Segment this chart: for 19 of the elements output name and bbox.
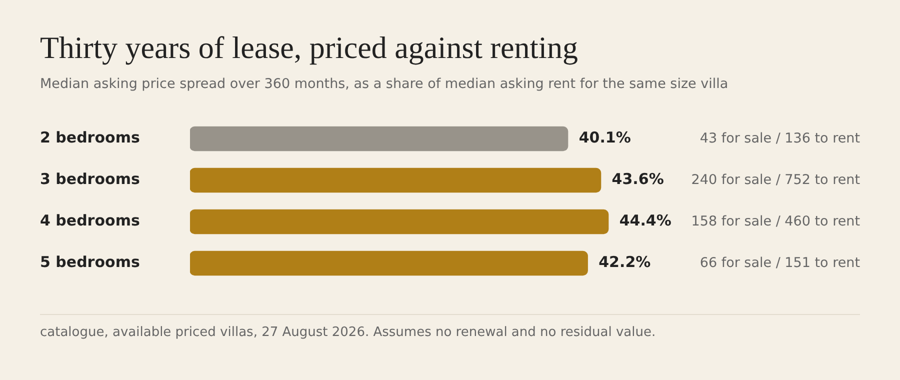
- text: 158 for sale / 460 to rent: [691, 213, 860, 230]
- data-label: 44.4%: [619, 212, 672, 230]
- chart-subtitle: Median asking price spread over 360 months, as a share of median asking rent for the same size villa: [40, 76, 728, 92]
- bar: [190, 168, 602, 193]
- bar: [190, 126, 568, 152]
- chart-title: Thirty years of lease, priced against renting: [40, 30, 578, 66]
- data-label: 42.2%: [598, 253, 651, 272]
- y-tick-label: 3 bedrooms: [40, 170, 140, 188]
- text: 240 for sale / 752 to rent: [691, 172, 860, 188]
- text: catalogue, available priced villas, 27 August 2026. Assumes no renewal and no residual value.: [40, 325, 656, 340]
- bar: [190, 250, 588, 276]
- data-label: 43.6%: [612, 170, 664, 188]
- text: 43 for sale / 136 to rent: [700, 130, 860, 146]
- y-tick-label: 4 bedrooms: [40, 212, 140, 230]
- data-label: 40.1%: [578, 128, 631, 147]
- text: 66 for sale / 151 to rent: [700, 254, 860, 271]
- y-tick-label: 2 bedrooms: [40, 128, 140, 147]
- bar: [190, 209, 609, 234]
- y-tick-label: 5 bedrooms: [40, 253, 140, 272]
